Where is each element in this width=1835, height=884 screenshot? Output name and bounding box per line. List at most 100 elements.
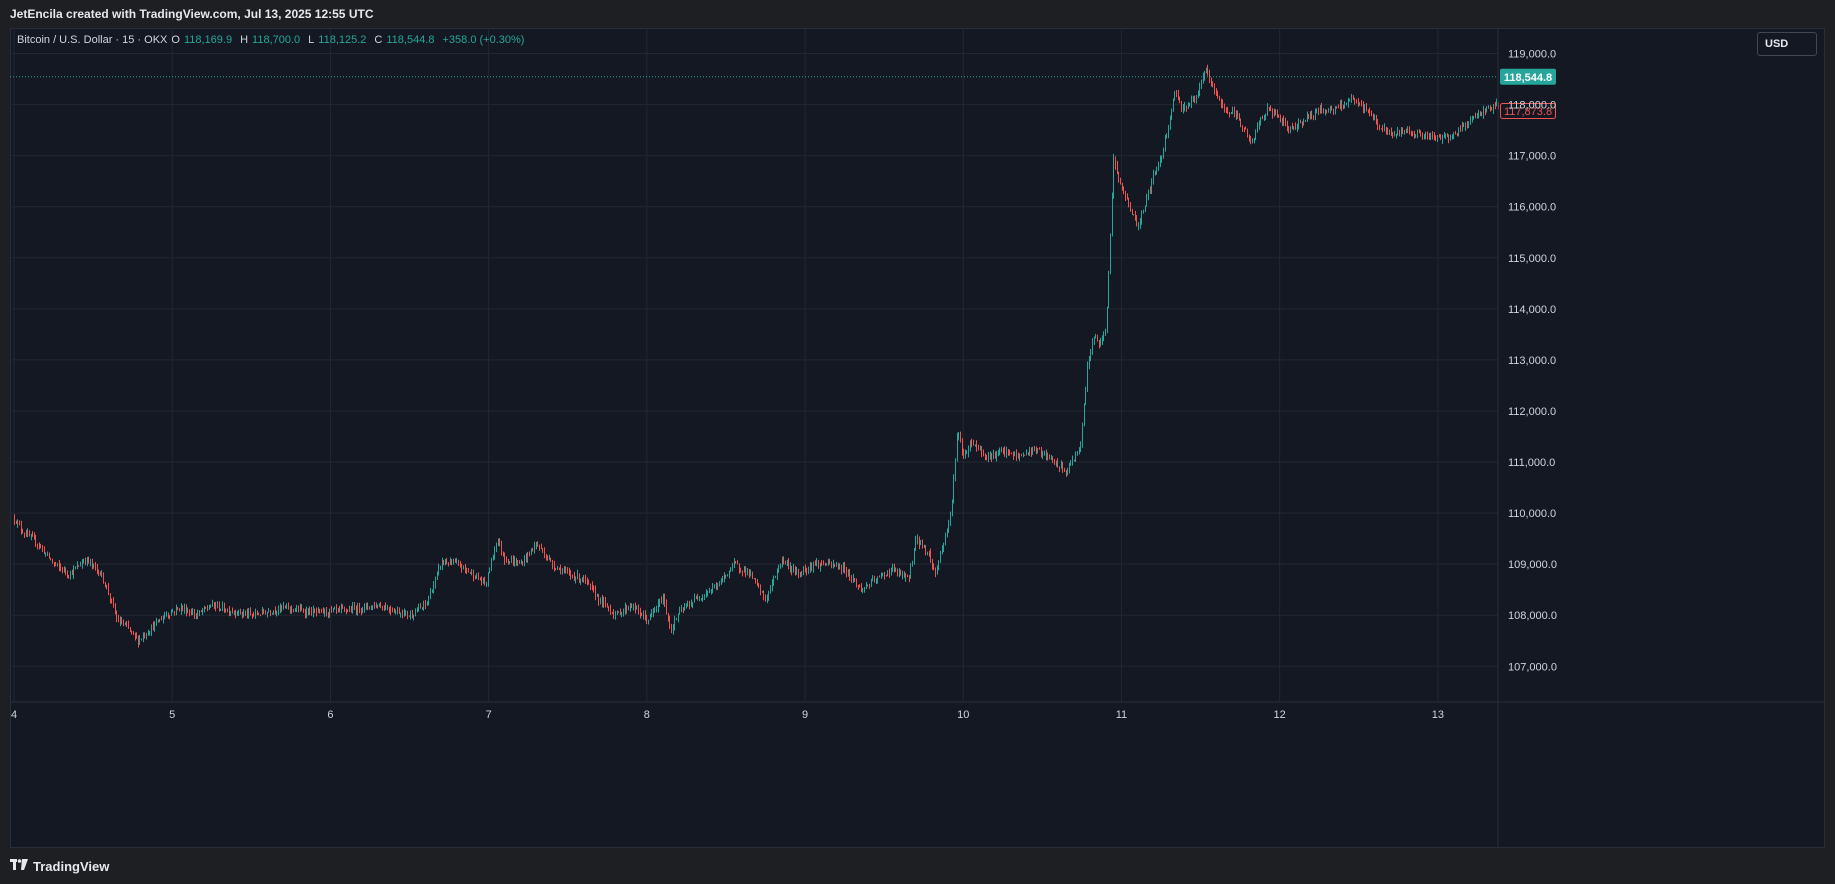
candle-body <box>1206 68 1207 72</box>
candle <box>922 539 923 549</box>
candle <box>1255 129 1256 141</box>
candle-body <box>1303 121 1304 124</box>
candle-body <box>351 608 352 612</box>
candle <box>374 601 375 609</box>
candle <box>296 604 297 613</box>
candle <box>1391 127 1392 136</box>
candle-body <box>101 572 102 575</box>
candle-body <box>1118 171 1119 180</box>
candle-body <box>1203 76 1204 81</box>
candle-body <box>1117 165 1118 172</box>
tradingview-logo[interactable]: TradingView <box>10 858 109 874</box>
candle <box>778 564 779 573</box>
candle-body <box>186 607 187 614</box>
symbol-legend[interactable]: Bitcoin / U.S. Dollar · 15 · OKX O 118,16… <box>17 34 528 46</box>
candle <box>730 567 731 572</box>
candle-body <box>1250 140 1251 143</box>
chart-frame[interactable] <box>10 28 1825 848</box>
candle <box>73 565 74 579</box>
candle <box>189 609 190 617</box>
candle-body <box>879 576 880 578</box>
candle-body <box>933 565 934 570</box>
candle-body <box>300 608 301 612</box>
candle <box>983 449 984 457</box>
candle-body <box>1031 450 1032 454</box>
candle <box>899 568 900 578</box>
currency-button[interactable]: USD <box>1757 32 1817 56</box>
candle-body <box>1259 122 1260 127</box>
candle-body <box>283 606 284 608</box>
candle <box>242 611 243 619</box>
candle <box>72 569 73 575</box>
candle <box>607 603 608 608</box>
candle <box>243 609 244 618</box>
candle-body <box>874 579 875 582</box>
symbol-name[interactable]: Bitcoin / U.S. Dollar · 15 · OKX <box>17 34 168 46</box>
candle <box>717 582 718 591</box>
candle <box>843 562 844 573</box>
candle <box>1392 131 1393 139</box>
candle <box>303 608 304 613</box>
candle-body <box>1211 78 1212 84</box>
candle-body <box>1155 172 1156 174</box>
candle <box>387 604 388 611</box>
candle-body <box>496 543 497 549</box>
candle-body <box>494 548 495 557</box>
candle-body <box>151 625 152 633</box>
candle <box>131 630 132 635</box>
candle <box>1316 108 1317 114</box>
candle-body <box>1239 115 1240 120</box>
candle <box>905 572 906 582</box>
candle <box>372 605 373 611</box>
candle-body <box>136 636 137 638</box>
candle <box>1087 361 1088 393</box>
candle <box>625 602 626 615</box>
candles-layer <box>14 64 1499 648</box>
candle <box>595 585 596 601</box>
candle <box>1092 338 1093 355</box>
candle <box>428 595 429 606</box>
candle-body <box>674 619 675 629</box>
candle <box>909 575 910 583</box>
candle <box>588 579 589 585</box>
change-value: +358.0 (+0.30%) <box>442 34 525 46</box>
candle-body <box>999 450 1000 453</box>
candle <box>1052 456 1053 464</box>
candle <box>999 447 1000 456</box>
candle <box>438 563 439 576</box>
candle-body <box>696 597 697 599</box>
candle-body <box>853 578 854 580</box>
candle <box>795 565 796 576</box>
candle <box>313 605 314 618</box>
candle <box>780 563 781 569</box>
candle-body <box>549 558 550 560</box>
candle-body <box>148 633 149 635</box>
candle-body <box>603 601 604 604</box>
candle-body <box>788 562 789 569</box>
candle-body <box>88 558 89 563</box>
candle-body <box>1191 98 1192 105</box>
candle <box>1406 128 1407 134</box>
candle <box>49 552 50 559</box>
candle-body <box>1307 115 1308 121</box>
candle-body <box>1490 107 1491 110</box>
candle-body <box>755 578 756 581</box>
candle-body <box>37 544 38 546</box>
candle-body <box>491 558 492 571</box>
candle <box>1085 386 1086 405</box>
candle-body <box>1029 450 1030 454</box>
candle <box>981 446 982 458</box>
candle <box>635 602 636 614</box>
candle <box>569 567 570 576</box>
candle <box>1259 120 1260 130</box>
candle-body <box>404 612 405 616</box>
candle <box>250 607 251 616</box>
candle-body <box>1382 128 1383 131</box>
candle <box>806 567 807 576</box>
candle <box>486 581 487 587</box>
candle-body <box>453 561 454 564</box>
candle <box>1493 103 1494 114</box>
candle-body <box>752 572 753 579</box>
candle <box>636 605 637 610</box>
